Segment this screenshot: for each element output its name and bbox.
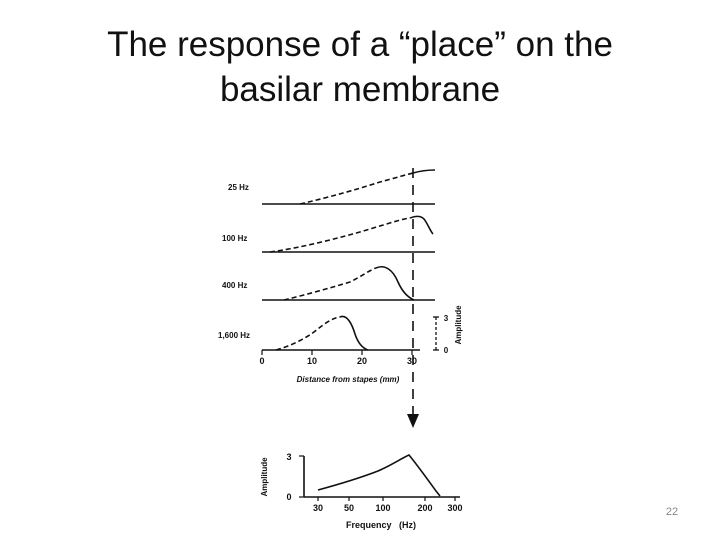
x-tick-10: 10 (307, 356, 317, 366)
envelope-solid-100hz (409, 215, 434, 235)
distance-axis-ticks (261, 350, 413, 355)
envelope-dashed-1600hz (275, 316, 341, 351)
top-panel: 25 Hz 100 Hz 400 Hz 1,600 Hz (218, 168, 439, 428)
bottom-x-tick-200: 200 (417, 503, 432, 513)
envelope-dashed-25hz (299, 172, 414, 205)
x-tick-30: 30 (407, 356, 417, 366)
tuning-curve (317, 454, 441, 497)
curve-label-25hz: 25 Hz (228, 183, 249, 192)
bottom-y-tick-0: 0 (286, 492, 291, 502)
slide-title-line-1: The response of a “place” on the (107, 25, 613, 64)
bottom-panel (299, 454, 460, 501)
bottom-x-tick-100: 100 (375, 503, 390, 513)
amplitude-scale-bar (433, 316, 439, 351)
page-number: 22 (665, 506, 679, 518)
curve-label-400hz: 400 Hz (222, 281, 247, 290)
envelope-solid-25hz (412, 169, 436, 174)
bottom-x-ticks (317, 497, 456, 501)
bottom-x-tick-300: 300 (447, 503, 462, 513)
amplitude-scale-tick-0: 0 (444, 346, 449, 355)
envelope-solid-1600hz (339, 315, 369, 351)
bottom-amplitude-label: Amplitude (260, 457, 269, 497)
slide-title-line-2: basilar membrane (219, 70, 501, 109)
bottom-y-tick-3: 3 (286, 452, 291, 462)
envelope-dashed-400hz (283, 267, 377, 301)
envelope-dashed-100hz (269, 217, 411, 253)
amplitude-scale-tick-3: 3 (444, 314, 449, 323)
amplitude-scale-label: Amplitude (454, 305, 463, 345)
bottom-panel-labels: 3 0 30 50 100 200 300 Frequency (Hz) Amp… (260, 452, 463, 530)
bottom-x-tick-50: 50 (344, 503, 354, 513)
bottom-x-tick-30: 30 (313, 503, 323, 513)
slide-title: The response of a “place” on the basilar… (40, 22, 680, 112)
envelope-solid-400hz (375, 266, 415, 301)
envelope-1600hz: 1,600 Hz (218, 315, 420, 351)
curve-label-100hz: 100 Hz (222, 234, 247, 243)
envelope-25hz: 25 Hz (228, 169, 436, 205)
x-tick-20: 20 (357, 356, 367, 366)
top-panel-labels: 0 10 20 30 Distance from stapes (mm) 3 0… (259, 305, 463, 384)
envelope-400hz: 400 Hz (222, 266, 435, 301)
distance-axis-label: Distance from stapes (mm) (297, 375, 400, 384)
curve-label-1600hz: 1,600 Hz (218, 331, 250, 340)
envelope-100hz: 100 Hz (222, 215, 435, 253)
x-tick-0: 0 (259, 356, 264, 366)
bottom-y-ticks (299, 455, 304, 498)
place-marker-line (407, 168, 419, 428)
frequency-axis-label: Frequency (Hz) (346, 520, 416, 530)
